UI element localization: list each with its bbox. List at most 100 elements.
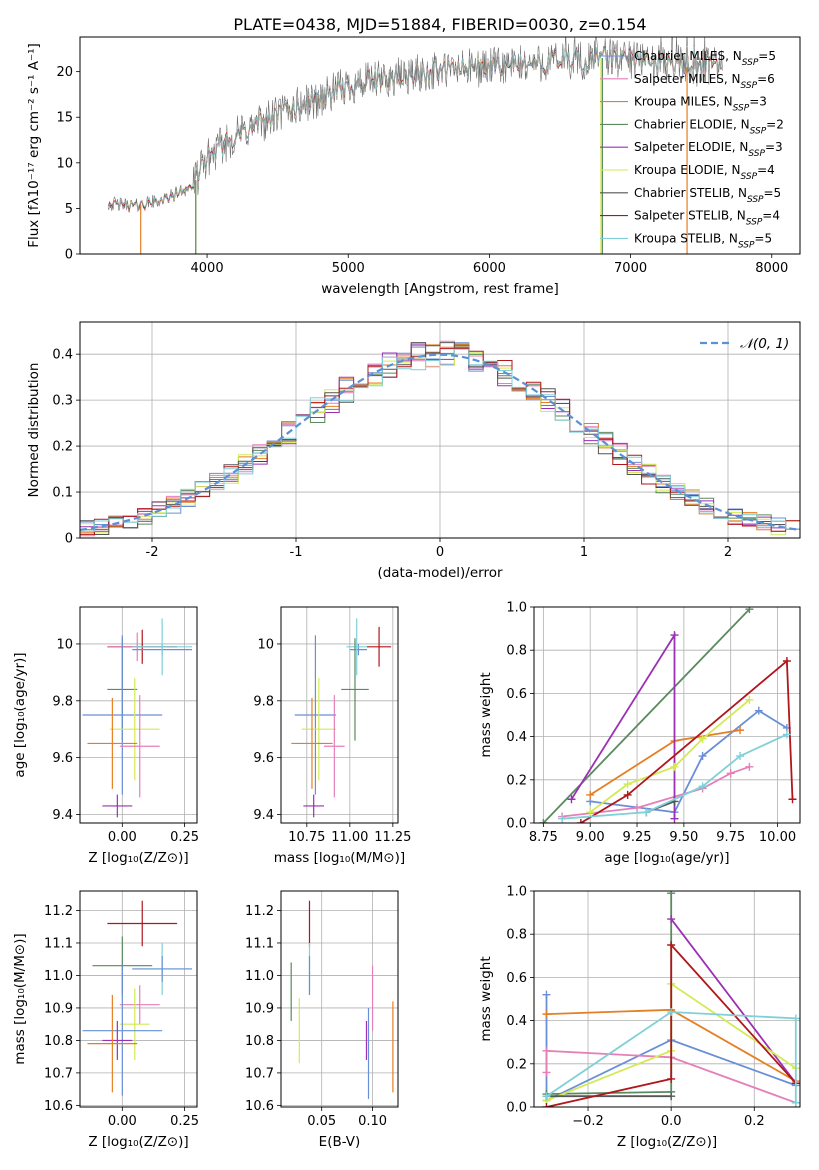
weight-marker [782, 730, 791, 739]
x-tick-label: 9.75 [716, 830, 745, 845]
legend-label: 𝒩(0, 1) [740, 336, 789, 352]
x-axis-label: Z [log₁₀(Z/Z⊙)] [88, 850, 188, 866]
weight-marker [791, 1098, 800, 1107]
y-tick-label: 11.2 [44, 904, 73, 919]
y-tick-label: 10.6 [44, 1099, 73, 1114]
y-tick-label: 10.7 [44, 1066, 73, 1081]
y-tick-label: 10.8 [245, 1034, 274, 1049]
normal-reference-curve [80, 353, 800, 531]
y-axis-label: mass [log₁₀(M/M⊙)] [12, 933, 28, 1064]
x-axis-label: Z [log₁₀(Z/Z⊙)] [617, 1134, 717, 1150]
legend-label: Salpeter MILES, NSSP=6 [634, 72, 775, 91]
x-axis-label: (data-model)/error [377, 565, 503, 581]
legend-value: =4 [762, 209, 780, 223]
x-tick-label: 0 [436, 545, 444, 560]
residual-histogram [80, 342, 800, 536]
legend-value: =3 [765, 140, 783, 154]
x-tick-label: 0.0 [661, 1114, 682, 1129]
y-tick-label: 10.8 [44, 1034, 73, 1049]
y-tick-label: 10.7 [245, 1066, 274, 1081]
weight-marker [542, 1092, 551, 1101]
weight-marker [586, 808, 595, 817]
y-tick-label: 10.6 [245, 1099, 274, 1114]
residual-histogram [80, 348, 800, 536]
x-tick-label: 4000 [191, 261, 224, 276]
x-axis-label: wavelength [Angstrom, rest frame] [321, 281, 559, 297]
weight-marker [754, 706, 763, 715]
legend-value: =5 [754, 231, 772, 245]
y-tick-label: 0.2 [52, 440, 73, 455]
weight-line [580, 659, 794, 823]
y-tick-label: 15 [56, 111, 73, 126]
age-vs-mass-panel: 10.75 11.00 11.25 9.4 9.6 9.8 10 mass [log₁₀(M/… [253, 606, 411, 866]
x-tick-label: -1 [290, 545, 303, 560]
y-tick-label: 11.0 [245, 969, 274, 984]
weight-marker [736, 726, 745, 735]
y-tick-label: 0.6 [506, 971, 527, 986]
legend-subscript: SSP [733, 104, 750, 114]
y-tick-label: 5 [65, 202, 73, 217]
y-tick-label: 0.3 [52, 394, 73, 409]
weight-vs-age-panel-plot-area [539, 607, 797, 823]
weight-marker [745, 762, 754, 771]
weight-marker [567, 795, 576, 804]
x-tick-label: -2 [146, 545, 159, 560]
weight-line [590, 709, 788, 814]
weight-vs-metallicity-panel: −0.2 0.0 0.2 0.0 0.2 0.4 0.6 0.8 1.0 Z [log₁₀(Z/Z… [478, 885, 801, 1150]
weight-marker [642, 808, 651, 817]
y-tick-label: 1.0 [506, 885, 527, 900]
x-tick-label: −0.2 [572, 1114, 604, 1129]
y-tick-label: 0.2 [506, 773, 527, 788]
x-tick-label: 1 [580, 545, 588, 560]
x-tick-label: 9.00 [576, 830, 605, 845]
weight-marker [586, 790, 595, 799]
y-tick-label: 0.4 [506, 1014, 527, 1029]
y-tick-label: 9.8 [52, 694, 73, 709]
x-axis-label: E(B-V) [319, 1134, 361, 1150]
x-axis-label: age [log₁₀(age/yr)] [604, 850, 729, 866]
y-tick-label: 0 [65, 248, 73, 263]
weight-line [670, 918, 797, 1084]
x-tick-label: 6000 [473, 261, 506, 276]
x-tick-label: 10.00 [759, 830, 796, 845]
legend-subscript: SSP [748, 149, 765, 159]
y-tick-label: 0.0 [506, 817, 527, 832]
weight-vs-age-panel: 8.75 9.00 9.25 9.50 9.75 10.00 0.0 0.2 0.4 0.6 0.8… [478, 601, 801, 866]
weight-marker [667, 941, 676, 949]
legend-label: Salpeter ELODIE, NSSP=3 [634, 140, 783, 159]
legend-value: =2 [766, 117, 784, 131]
legend-label: Salpeter STELIB, NSSP=4 [634, 209, 780, 228]
axes-frame [280, 890, 399, 1108]
y-tick-label: 9.4 [253, 808, 274, 823]
y-tick-label: 9.8 [253, 694, 274, 709]
y-tick-label: 10.9 [44, 1001, 73, 1016]
axes-frame [79, 890, 198, 1108]
weight-marker [667, 1092, 676, 1101]
y-tick-label: 0.6 [506, 687, 527, 702]
mass-vs-ebv-panel-plot-area [290, 900, 394, 1099]
weight-marker [670, 814, 679, 823]
y-tick-label: 0.8 [506, 928, 527, 943]
spectrum-plot-area [107, 37, 723, 254]
legend-subscript: SSP [750, 126, 767, 136]
residuals-panel: -2 -1 0 1 2 0 0.1 0.2 0.3 0.4 (data-model)/error No… [26, 321, 801, 581]
x-tick-label: 10.75 [288, 830, 325, 845]
x-tick-label: 7000 [614, 261, 647, 276]
y-tick-label: 0 [65, 532, 73, 547]
age-vs-mass-panel-plot-area [291, 618, 392, 818]
x-axis-label: Z [log₁₀(Z/Z⊙)] [88, 1134, 188, 1150]
legend-value: =3 [749, 95, 767, 109]
y-tick-label: 0.4 [52, 348, 73, 363]
weight-marker [745, 695, 754, 704]
y-tick-label: 0.8 [506, 644, 527, 659]
x-tick-label: 11.25 [374, 830, 411, 845]
legend-value: =5 [758, 49, 776, 63]
weight-marker [736, 752, 745, 761]
y-axis-label: mass weight [478, 956, 494, 1041]
y-tick-label: 0.4 [506, 730, 527, 745]
legend-label: Chabrier ELODIE, NSSP=2 [634, 117, 784, 136]
x-tick-label: 11.00 [331, 830, 368, 845]
weight-marker [558, 814, 567, 823]
